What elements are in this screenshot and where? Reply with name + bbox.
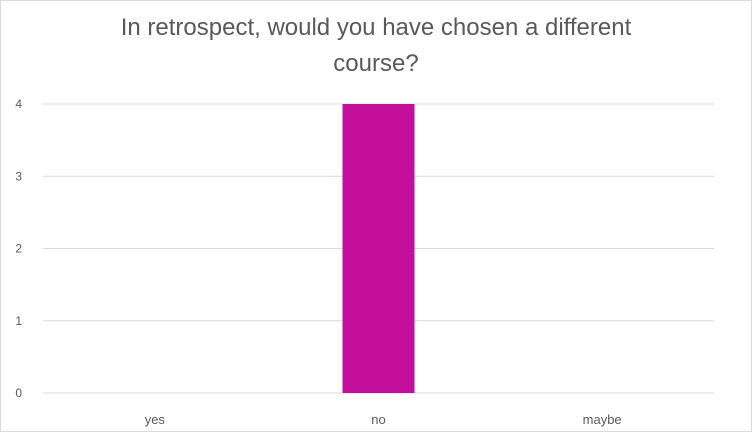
y-tick-label: 3 (15, 169, 22, 183)
y-tick-label: 1 (15, 314, 22, 328)
chart-title-line-1: In retrospect, would you have chosen a d… (120, 14, 632, 41)
y-tick-label: 4 (15, 97, 22, 111)
y-tick-label: 0 (15, 386, 22, 400)
bars (342, 104, 415, 393)
x-tick-label: yes (145, 412, 166, 427)
chart-title: In retrospect, would you have chosen a d… (0, 10, 752, 82)
chart-title-line-2: course? (333, 50, 419, 77)
x-tick-label: maybe (583, 412, 622, 427)
y-tick-label: 2 (15, 242, 22, 256)
x-tick-label: no (371, 412, 385, 427)
x-axis-ticks: yes no maybe (145, 412, 622, 427)
y-axis-ticks: 0 1 2 3 4 (15, 97, 22, 400)
bar-no (342, 104, 415, 393)
